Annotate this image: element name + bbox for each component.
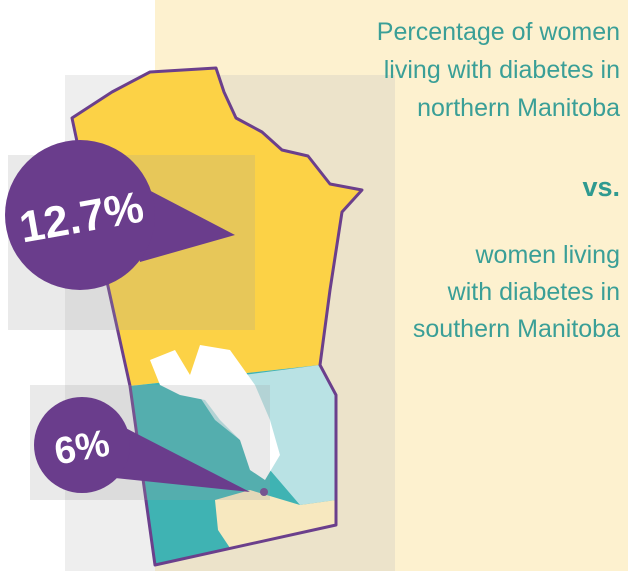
callout-bubble <box>34 397 130 493</box>
subheading-line: women living <box>474 241 620 269</box>
south-value: 6% <box>51 423 112 474</box>
heading-line: living with diabetes in <box>384 56 620 84</box>
subheading-line: with diabetes in <box>447 278 620 306</box>
city-dot <box>260 488 268 496</box>
callout-bubble <box>5 140 155 290</box>
callout-pointer <box>110 420 250 492</box>
vs-label: vs. <box>582 172 620 202</box>
subheading-line: southern Manitoba <box>413 315 620 343</box>
manitoba-outline <box>70 66 364 567</box>
lakes <box>150 345 280 480</box>
south-tip <box>215 490 336 548</box>
heading-line: Percentage of women <box>377 18 620 46</box>
heading-line: northern Manitoba <box>417 94 620 122</box>
